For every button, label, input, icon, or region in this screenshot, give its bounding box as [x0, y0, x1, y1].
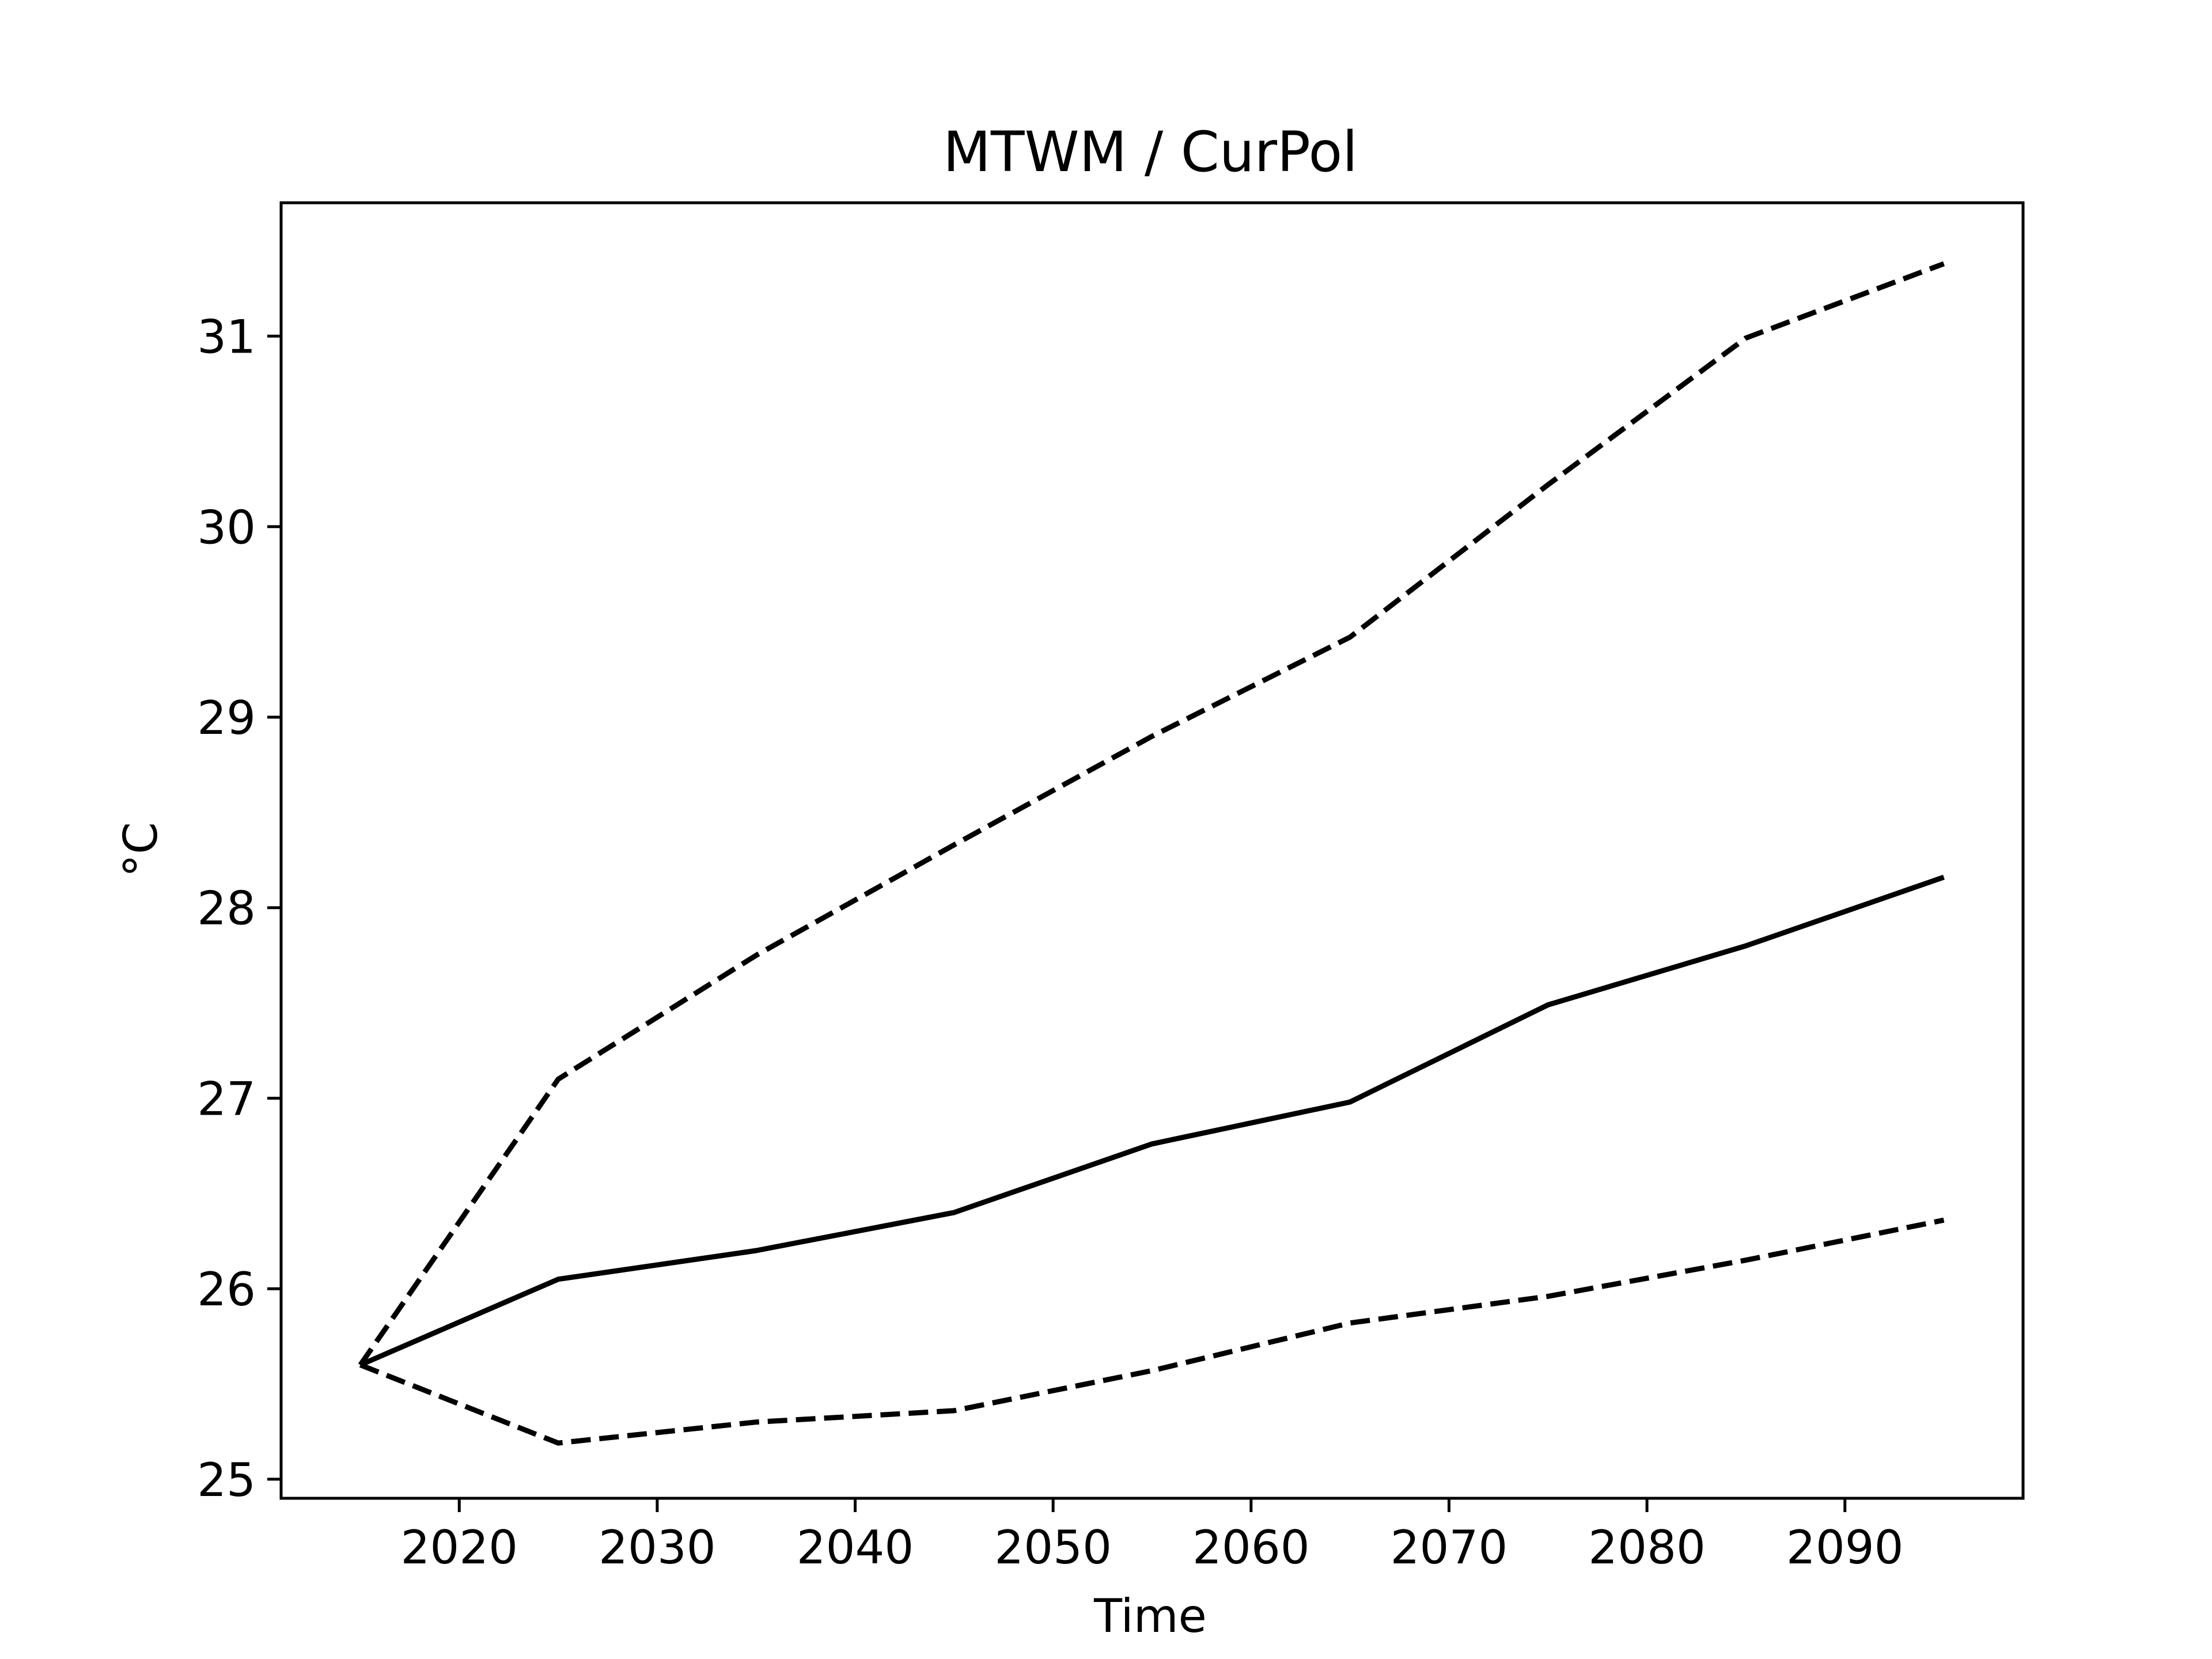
- y-tick-label: 30: [197, 501, 256, 554]
- x-tick-label: 2020: [400, 1521, 518, 1574]
- x-tick-label: 2060: [1192, 1521, 1310, 1574]
- x-tick-label: 2090: [1786, 1521, 1904, 1574]
- y-axis-label: °C: [114, 822, 168, 877]
- dashed-series-line-2: [358, 261, 1945, 1367]
- y-axis: 25 26 27 28 29 30 31: [197, 310, 281, 1507]
- x-tick-label: 2030: [599, 1521, 716, 1574]
- y-tick-label: 28: [197, 882, 256, 935]
- y-tick-label: 29: [197, 691, 256, 745]
- y-tick-label: 27: [197, 1072, 256, 1126]
- x-tick-label: 2070: [1391, 1521, 1508, 1574]
- x-tick-label: 2040: [797, 1521, 914, 1574]
- x-tick-label: 2080: [1588, 1521, 1706, 1574]
- x-axis: 2020 2030 2040 2050 2060 2070 2080 2090: [400, 1498, 1904, 1574]
- chart-title: MTWM / CurPol: [943, 120, 1358, 184]
- y-tick-label: 31: [197, 310, 256, 364]
- x-axis-label: Time: [1093, 1589, 1207, 1643]
- solid-series-line-1: [359, 874, 1945, 1368]
- plot-area: [358, 261, 1945, 1446]
- x-tick-label: 2050: [994, 1521, 1112, 1574]
- y-tick-label: 25: [197, 1453, 256, 1507]
- plot-frame: [279, 201, 2025, 1500]
- y-tick-label: 26: [197, 1263, 256, 1316]
